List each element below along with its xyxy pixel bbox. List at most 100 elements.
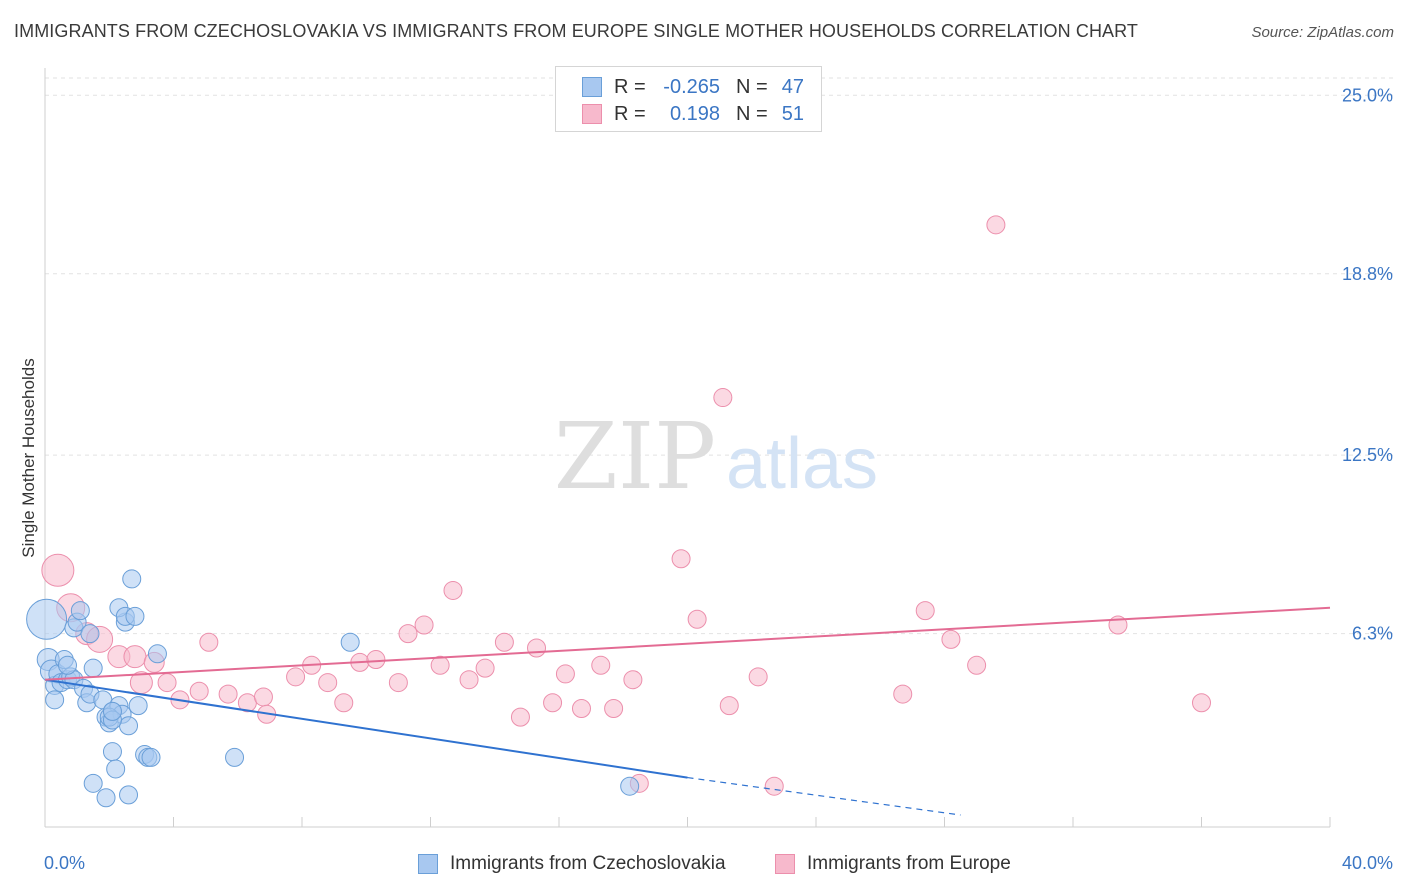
europe-point: [157, 673, 177, 693]
europe-point: [719, 696, 739, 716]
trend-lines: [44, 606, 1331, 816]
czechoslovakia-point: [141, 747, 161, 767]
y-tick-label: 6.3%: [1352, 624, 1393, 644]
europe-point: [253, 687, 273, 707]
czechoslovakia-point: [119, 785, 139, 805]
legend-n-label: N =: [736, 102, 768, 125]
europe-point: [414, 615, 434, 635]
czechoslovakia-point: [340, 632, 360, 652]
watermark-atlas: atlas: [726, 424, 878, 504]
x-tick-label: 0.0%: [44, 853, 85, 873]
czechoslovakia-trend-line: [44, 678, 688, 779]
czechoslovakia-trend-extension: [687, 776, 961, 816]
europe-point: [604, 698, 624, 718]
czechoslovakia-point: [83, 658, 103, 678]
europe-point: [543, 693, 563, 713]
y-tick-labels: 6.3% 12.5% 18.8% 25.0%: [1342, 85, 1393, 643]
europe-point: [764, 776, 784, 796]
czechoslovakia-point: [102, 742, 122, 762]
europe-point: [527, 638, 547, 658]
czechoslovakia-point: [26, 598, 68, 640]
europe-point: [941, 629, 961, 649]
czechoslovakia-point: [225, 747, 245, 767]
legend-row-czechoslovakia: R = -0.265 N = 47: [582, 73, 804, 101]
x-tick-labels: 0.0% 40.0%: [44, 853, 1393, 873]
europe-point: [591, 655, 611, 675]
europe-point: [218, 684, 238, 704]
legend-n-value: 47: [781, 75, 804, 98]
europe-point: [748, 667, 768, 687]
europe-point: [671, 549, 691, 569]
czechoslovakia-point: [125, 606, 145, 626]
czechoslovakia-point: [83, 773, 103, 793]
y-tick-label: 12.5%: [1342, 445, 1393, 465]
watermark-zip: ZIP: [554, 403, 716, 510]
legend-r-label: R =: [614, 102, 646, 125]
correlation-legend: R = -0.265 N = 47 R = 0.198 N = 51: [555, 66, 822, 132]
czechoslovakia-point: [122, 569, 142, 589]
europe-point: [510, 707, 530, 727]
europe-point: [555, 664, 575, 684]
czechoslovakia-point: [45, 690, 65, 710]
series-europe-points: [41, 215, 1211, 796]
czechoslovakia-point: [620, 776, 640, 796]
europe-point: [189, 681, 209, 701]
bottom-legend-czechoslovakia: Immigrants from Czechoslovakia: [418, 852, 726, 876]
europe-point: [398, 624, 418, 644]
europe-point: [893, 684, 913, 704]
europe-point: [571, 698, 591, 718]
czechoslovakia-point: [128, 696, 148, 716]
x-tick-label: 40.0%: [1342, 853, 1393, 873]
europe-point: [318, 673, 338, 693]
czechoslovakia-point: [80, 624, 100, 644]
czechoslovakia-point: [119, 716, 139, 736]
legend-swatch-pink: [582, 104, 602, 124]
legend-row-europe: R = 0.198 N = 51: [582, 100, 804, 128]
gridlines: [45, 77, 1395, 635]
legend-r-label: R =: [614, 75, 646, 98]
bottom-legend-label: Immigrants from Europe: [807, 853, 1011, 874]
europe-point: [713, 388, 733, 408]
europe-point: [388, 673, 408, 693]
czechoslovakia-point: [106, 759, 126, 779]
y-axis-title: Single Mother Households: [19, 358, 38, 557]
europe-point: [41, 553, 75, 587]
europe-point: [475, 658, 495, 678]
europe-point: [199, 632, 219, 652]
europe-point: [443, 580, 463, 600]
bottom-legend-swatch-blue: [418, 854, 438, 874]
europe-point: [123, 645, 147, 669]
chart-title: IMMIGRANTS FROM CZECHOSLOVAKIA VS IMMIGR…: [14, 21, 1139, 41]
bottom-legend-europe: Immigrants from Europe: [775, 852, 1011, 876]
legend-r-value: -0.265: [663, 75, 720, 98]
europe-point: [366, 650, 386, 670]
europe-point: [334, 693, 354, 713]
legend-swatch-blue: [582, 77, 602, 97]
europe-trend-line: [44, 606, 1331, 681]
source-credit: Source: ZipAtlas.com: [1251, 24, 1394, 41]
europe-point: [1192, 693, 1211, 713]
czechoslovakia-point: [102, 701, 122, 721]
europe-point: [459, 670, 479, 690]
bottom-legend-label: Immigrants from Czechoslovakia: [450, 853, 726, 874]
europe-point: [430, 655, 450, 675]
europe-point: [986, 215, 1006, 235]
czechoslovakia-point: [147, 644, 167, 664]
watermark: ZIP atlas: [554, 403, 878, 510]
legend-r-value: 0.198: [669, 102, 720, 125]
europe-point: [967, 655, 987, 675]
europe-point: [286, 667, 306, 687]
y-tick-label: 18.8%: [1342, 264, 1393, 284]
europe-point: [623, 670, 643, 690]
legend-n-label: N =: [736, 75, 768, 98]
legend-n-value: 51: [781, 102, 804, 125]
axes: [44, 68, 1331, 828]
europe-point: [687, 609, 707, 629]
bottom-legend-swatch-pink: [775, 854, 795, 874]
czechoslovakia-point: [57, 655, 77, 675]
europe-point: [915, 601, 935, 621]
europe-point: [494, 632, 514, 652]
czechoslovakia-point: [96, 788, 116, 808]
czechoslovakia-point: [70, 601, 90, 621]
